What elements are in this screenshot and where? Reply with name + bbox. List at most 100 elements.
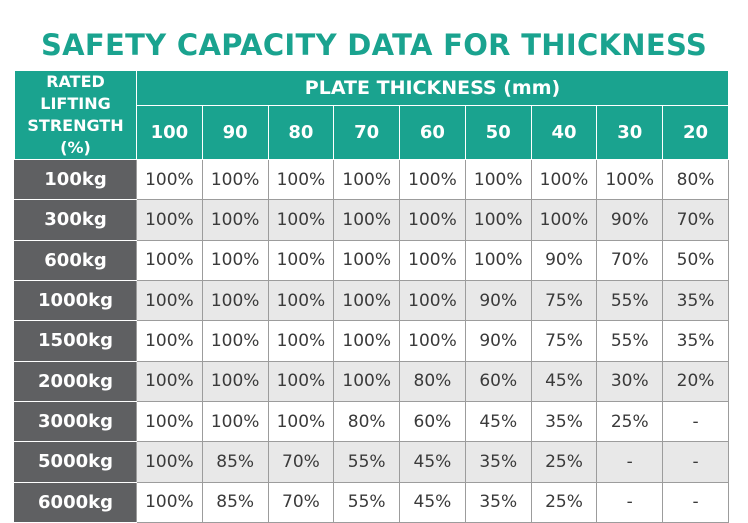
- table-cell: 100%: [136, 360, 203, 402]
- table-cell: 25%: [596, 400, 664, 443]
- table-cell: 55%: [596, 279, 664, 322]
- table-cell: 100%: [201, 158, 269, 201]
- table-cell: 35%: [662, 320, 729, 362]
- row-header-load: 5000kg: [14, 441, 137, 483]
- table-cell: 100%: [267, 360, 335, 402]
- row-header-load: 3000kg: [14, 400, 137, 443]
- table-cell: 30%: [596, 360, 664, 402]
- table-cell: 100%: [333, 239, 401, 281]
- thickness-column-header: 30: [596, 105, 664, 160]
- table-row: 6000kg 100% 85% 70% 55% 45% 35% 25% - -: [14, 481, 729, 523]
- table-row: 100kg 100% 100% 100% 100% 100% 100% 100% 100% 80%: [14, 158, 729, 201]
- thickness-column-header: 80: [267, 105, 335, 160]
- table-cell: 90%: [464, 320, 532, 362]
- table-cell: 100%: [530, 199, 598, 241]
- table-cell: 100%: [333, 158, 401, 201]
- table-cell: 45%: [399, 481, 466, 523]
- table-cell: 25%: [530, 481, 598, 523]
- table-cell: 100%: [136, 481, 203, 523]
- table-cell: 75%: [530, 279, 598, 322]
- table-cell: 60%: [464, 360, 532, 402]
- table-cell: 100%: [267, 158, 335, 201]
- rated-lifting-strength-header: RATED LIFTING STRENGTH (%): [14, 70, 137, 160]
- table-cell: -: [596, 441, 664, 483]
- thickness-column-header: 60: [399, 105, 466, 160]
- table-cell: 100%: [267, 199, 335, 241]
- table-cell: 100%: [267, 239, 335, 281]
- table-cell: 100%: [267, 279, 335, 322]
- table-cell: 70%: [267, 441, 335, 483]
- table-cell: 90%: [464, 279, 532, 322]
- row-header-load: 300kg: [14, 199, 137, 241]
- table-cell: 100%: [201, 400, 269, 443]
- thickness-column-header: 40: [530, 105, 598, 160]
- table-cell: -: [662, 400, 729, 443]
- table-cell: 70%: [662, 199, 729, 241]
- table-cell: 100%: [399, 320, 466, 362]
- row-header-load: 100kg: [14, 158, 137, 201]
- thickness-column-header: 50: [464, 105, 532, 160]
- table-cell: 100%: [201, 320, 269, 362]
- table-row: 3000kg 100% 100% 100% 80% 60% 45% 35% 25% -: [14, 400, 729, 443]
- table-cell: 75%: [530, 320, 598, 362]
- row-header-load: 2000kg: [14, 360, 137, 402]
- table-cell: 80%: [399, 360, 466, 402]
- table-row: 300kg 100% 100% 100% 100% 100% 100% 100% 90% 70%: [14, 199, 729, 241]
- table-row: 1500kg 100% 100% 100% 100% 100% 90% 75% 55% 35%: [14, 320, 729, 362]
- table-cell: 100%: [399, 279, 466, 322]
- table-cell: 100%: [136, 441, 203, 483]
- thickness-column-header: 100: [136, 105, 203, 160]
- table-cell: 50%: [662, 239, 729, 281]
- table-cell: 80%: [333, 400, 401, 443]
- table-cell: 90%: [596, 199, 664, 241]
- table-cell: 100%: [596, 158, 664, 201]
- row-header-load: 600kg: [14, 239, 137, 281]
- table-cell: 100%: [136, 279, 203, 322]
- table-cell: 100%: [333, 199, 401, 241]
- table-cell: -: [596, 481, 664, 523]
- table-cell: 85%: [201, 481, 269, 523]
- table-cell: 100%: [267, 400, 335, 443]
- table-cell: 35%: [464, 481, 532, 523]
- table-cell: 100%: [267, 320, 335, 362]
- table-cell: 55%: [333, 481, 401, 523]
- table-cell: 100%: [136, 199, 203, 241]
- table-cell: 45%: [399, 441, 466, 483]
- table-cell: 25%: [530, 441, 598, 483]
- table-cell: 100%: [136, 158, 203, 201]
- row-header-load: 6000kg: [14, 481, 137, 523]
- table-row: 1000kg 100% 100% 100% 100% 100% 90% 75% 55% 35%: [14, 279, 729, 322]
- table-cell: 60%: [399, 400, 466, 443]
- table-cell: 100%: [464, 158, 532, 201]
- table-cell: 100%: [399, 199, 466, 241]
- table-cell: 90%: [530, 239, 598, 281]
- table-cell: 100%: [399, 239, 466, 281]
- table-cell: 35%: [464, 441, 532, 483]
- table-cell: 45%: [530, 360, 598, 402]
- table-cell: 100%: [136, 400, 203, 443]
- table-cell: 45%: [464, 400, 532, 443]
- row-header-load: 1000kg: [14, 279, 137, 322]
- table-cell: 100%: [201, 360, 269, 402]
- table-cell: 100%: [201, 199, 269, 241]
- table-cell: 100%: [333, 320, 401, 362]
- table-cell: 100%: [464, 199, 532, 241]
- table-cell: 100%: [136, 320, 203, 362]
- row-header-load: 1500kg: [14, 320, 137, 362]
- capacity-table: RATED LIFTING STRENGTH (%) PLATE THICKNE…: [14, 70, 729, 523]
- table-cell: 35%: [530, 400, 598, 443]
- thickness-column-header: 90: [201, 105, 269, 160]
- table-cell: 100%: [530, 158, 598, 201]
- table-cell: 100%: [201, 279, 269, 322]
- table-cell: 35%: [662, 279, 729, 322]
- plate-thickness-header: PLATE THICKNESS (mm): [136, 70, 729, 106]
- table-cell: 55%: [333, 441, 401, 483]
- page-title: SAFETY CAPACITY DATA FOR THICKNESS: [40, 28, 708, 62]
- table-row: 2000kg 100% 100% 100% 100% 80% 60% 45% 30% 20%: [14, 360, 729, 402]
- table-cell: -: [662, 441, 729, 483]
- table-cell: 100%: [333, 279, 401, 322]
- table-cell: 100%: [399, 158, 466, 201]
- table-cell: 70%: [267, 481, 335, 523]
- table-cell: 100%: [136, 239, 203, 281]
- table-cell: 70%: [596, 239, 664, 281]
